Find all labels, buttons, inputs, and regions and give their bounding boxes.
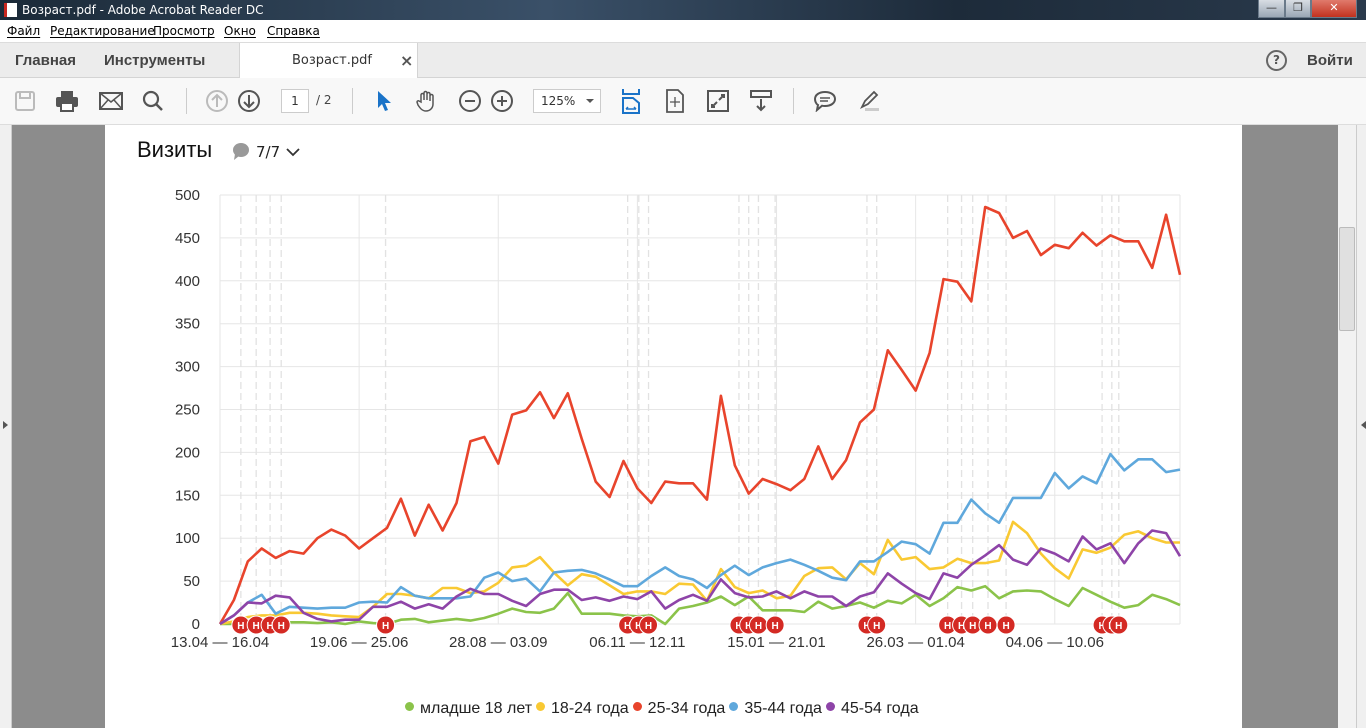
right-panel-toggle[interactable] [1356, 125, 1366, 728]
minimize-button[interactable]: — [1258, 0, 1285, 18]
email-icon[interactable] [98, 88, 124, 114]
window-title: Возраст.pdf - Adobe Acrobat Reader DC [22, 3, 264, 17]
legend-label: 25-34 года [647, 700, 726, 717]
chart-legend: младше 18 лет 18-24 года 25-34 года 35-44 г… [405, 700, 919, 718]
tab-home[interactable]: Главная [15, 52, 77, 69]
comment-bubble-icon [233, 143, 249, 160]
legend-dot-icon [405, 701, 414, 711]
menu-edit[interactable]: Редактирование [50, 24, 155, 38]
legend-dot-icon [536, 701, 546, 711]
toolbar-divider [793, 88, 794, 114]
comments-dropdown[interactable]: 7/7 [232, 142, 300, 162]
fit-page-icon[interactable] [662, 88, 688, 114]
legend-dot-icon [729, 701, 739, 711]
legend-dot-icon [632, 701, 642, 711]
menu-bar: Файл Редактирование Просмотр Окно Справк… [0, 20, 1366, 42]
acrobat-app-icon [4, 3, 17, 17]
toolbar: 1 / 2 125% [0, 78, 1366, 125]
page-number-input[interactable]: 1 [281, 89, 309, 113]
legend-item[interactable]: младше 18 лет [405, 700, 532, 718]
legend-item[interactable]: 45-54 года [825, 700, 919, 718]
zoom-level-value: 125% [541, 94, 576, 108]
legend-label: младше 18 лет [420, 700, 533, 717]
left-panel-toggle[interactable] [0, 125, 12, 728]
sign-in-button[interactable]: Войти [1307, 52, 1353, 69]
read-mode-icon[interactable] [748, 88, 774, 114]
zoom-in-icon[interactable] [489, 88, 515, 114]
menu-help[interactable]: Справка [267, 24, 320, 38]
title-bar: Возраст.pdf - Adobe Acrobat Reader DC — … [0, 0, 1366, 20]
scrollbar-thumb[interactable] [1339, 227, 1355, 331]
highlight-pen-icon[interactable] [856, 88, 882, 114]
next-page-icon[interactable] [236, 88, 262, 114]
chevron-left-icon [1357, 421, 1366, 429]
save-icon[interactable] [12, 88, 38, 114]
chevron-down-icon [586, 99, 594, 107]
legend-item[interactable]: 18-24 года [536, 700, 629, 718]
menu-window[interactable]: Окно [224, 24, 256, 38]
legend-label: 35-44 года [744, 700, 822, 717]
chart-title: Визиты [137, 137, 213, 162]
zoom-level-select[interactable]: 125% [533, 89, 601, 113]
tab-document-label: Возраст.pdf [292, 53, 372, 68]
previous-page-icon[interactable] [204, 88, 230, 114]
tab-bar: Главная Инструменты Возраст.pdf × ? Войт… [0, 42, 1366, 79]
fit-width-icon[interactable] [618, 88, 644, 114]
close-tab-icon[interactable]: × [400, 51, 414, 70]
zoom-out-icon[interactable] [457, 88, 483, 114]
comments-count: 7/7 [256, 143, 281, 161]
legend-dot-icon [825, 701, 835, 711]
full-screen-icon[interactable] [705, 88, 731, 114]
vertical-scrollbar[interactable] [1338, 125, 1356, 728]
toolbar-divider [186, 88, 187, 114]
select-cursor-icon[interactable] [371, 88, 397, 114]
close-window-button[interactable]: ✕ [1311, 0, 1357, 18]
hand-tool-icon[interactable] [414, 88, 440, 114]
chevron-down-icon [286, 148, 300, 157]
legend-label: 18-24 года [551, 700, 629, 717]
legend-label: 45-54 года [840, 700, 919, 717]
comment-icon[interactable] [812, 88, 838, 114]
tab-tools[interactable]: Инструменты [104, 52, 206, 69]
menu-file[interactable]: Файл [7, 24, 41, 38]
tab-document[interactable]: Возраст.pdf × [239, 43, 418, 79]
restore-button[interactable]: ❐ [1285, 0, 1311, 18]
chevron-right-icon [3, 421, 12, 429]
legend-item[interactable]: 25-34 года [632, 700, 726, 718]
help-icon[interactable]: ? [1266, 50, 1287, 71]
menu-view[interactable]: Просмотр [153, 24, 215, 38]
page-total: / 2 [316, 93, 332, 107]
toolbar-divider [352, 88, 353, 114]
pdf-page [105, 125, 1242, 728]
print-icon[interactable] [54, 88, 80, 114]
legend-item[interactable]: 35-44 года [729, 700, 822, 718]
search-icon[interactable] [140, 88, 166, 114]
